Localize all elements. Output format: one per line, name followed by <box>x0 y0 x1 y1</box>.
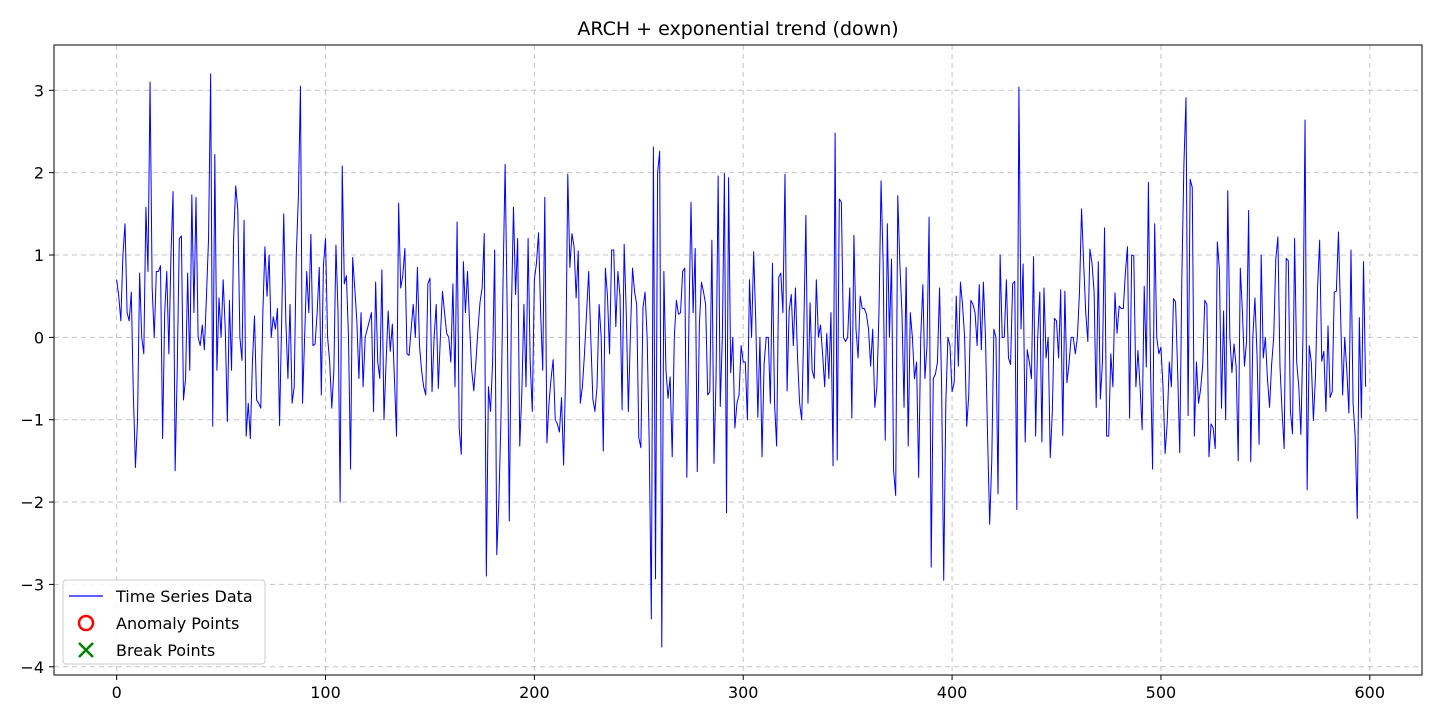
chart-title: ARCH + exponential trend (down) <box>577 18 898 40</box>
y-tick-label: −2 <box>20 493 44 512</box>
x-tick-label: 0 <box>112 683 122 702</box>
legend-circle-marker <box>77 614 95 632</box>
series-line-time-series-data <box>116 73 1367 648</box>
x-tick-label: 600 <box>1355 683 1386 702</box>
legend-label: Break Points <box>116 641 215 660</box>
legend: Time Series Data Anomaly Points Break Poin… <box>62 579 266 665</box>
y-tick-label: 2 <box>34 164 44 183</box>
series-layer <box>116 73 1367 648</box>
y-tick-label: −3 <box>20 575 44 594</box>
legend-label: Anomaly Points <box>116 614 239 633</box>
x-tick-label: 100 <box>310 683 341 702</box>
x-tick-label: 500 <box>1146 683 1177 702</box>
x-tick-label: 400 <box>937 683 968 702</box>
legend-label: Time Series Data <box>115 587 253 606</box>
y-tick-label: 1 <box>34 246 44 265</box>
plot-frame <box>53 44 1423 676</box>
legend-box <box>62 579 266 665</box>
x-tick-label: 200 <box>519 683 550 702</box>
y-tick-label: 3 <box>34 81 44 100</box>
axis-ticks: 0 100 200 300 400 500 600 −4 −3 −2 −1 0 1 2 3 <box>20 81 1385 702</box>
y-tick-label: 0 <box>34 328 44 347</box>
y-tick-label: −4 <box>20 658 44 677</box>
legend-x-marker <box>78 642 94 658</box>
y-tick-label: −1 <box>20 411 44 430</box>
x-tick-label: 300 <box>728 683 759 702</box>
